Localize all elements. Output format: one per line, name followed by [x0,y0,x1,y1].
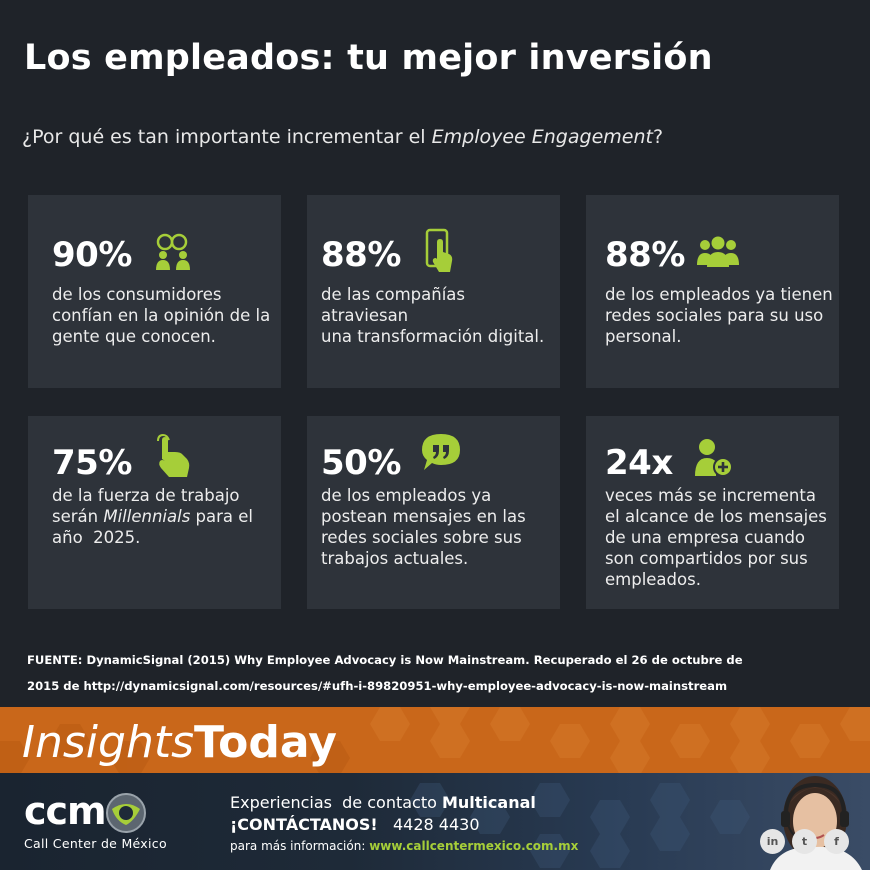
desc-text: serán [52,507,104,526]
ccm-subtitle: Call Center de México [24,836,167,851]
desc-emphasis: Millennials [103,507,191,526]
stat-value: 75% [52,443,132,483]
desc-line: el alcance de los mensajes [605,507,827,526]
twitter-icon[interactable]: t [792,829,817,854]
globe-icon [104,791,148,839]
footer-contact: ¡CONTÁCTANOS! 4428 4430 [230,815,480,834]
stat-card-employees-post: 50% de los empleados ya postean mensajes… [307,416,560,609]
desc-line: año 2025. [52,528,141,547]
website-link[interactable]: www.callcentermexico.com.mx [369,839,579,853]
desc-line: postean mensajes en las [321,507,526,526]
phone-number: 4428 4430 [392,815,480,834]
desc-line: de la fuerza de trabajo [52,486,240,505]
subtitle-text: ¿Por qué es tan importante incrementar e… [22,126,432,148]
desc-line: de los empleados ya [321,486,492,505]
speech-bubble-quote-icon [420,432,462,476]
desc-line: de los empleados ya tienen [605,285,833,304]
tagline-text: Experiencias de contacto [230,793,442,812]
stat-value: 88% [321,235,401,275]
stat-description: de las compañías atraviesan una transfor… [321,284,557,347]
facebook-icon[interactable]: f [824,829,849,854]
footer-info: para más información: www.callcentermexi… [230,839,578,853]
desc-line: de una empresa cuando [605,528,806,547]
stat-value: 24x [605,443,673,483]
group-icon [696,235,740,273]
subtitle-emphasis: Employee Engagement [431,126,653,148]
insights-today-banner: InsightsToday [0,707,870,773]
stat-card-consumers: 90% de los consumidores confían en la op… [28,195,281,388]
stat-description: veces más se incrementa el alcance de lo… [605,485,837,590]
stat-card-reach: 24x veces más se incrementa el alcance d… [586,416,839,609]
stat-description: de los empleados ya tienen redes sociale… [605,284,837,347]
footer: ccm Call Center de México Experiencias d… [0,773,870,870]
footer-hexagon-pattern [410,783,750,868]
pointing-hand-icon [153,432,193,482]
info-label: para más información: [230,839,370,853]
add-user-icon [693,438,735,482]
contact-label: ¡CONTÁCTANOS! [230,815,378,834]
source-line: 2015 de http://dynamicsignal.com/resourc… [27,679,728,693]
desc-line: empleados. [605,570,701,589]
page-title: Los empleados: tu mejor inversión [24,38,713,78]
brand-italic: Insights [22,717,195,768]
desc-line: son compartidos por sus [605,549,808,568]
desc-line: de las compañías atraviesan [321,285,465,325]
desc-line: confían en la opinión de la [52,306,271,325]
subtitle-end: ? [652,126,664,148]
hexagon-pattern [0,707,870,773]
desc-line: personal. [605,327,682,346]
footer-tagline: Experiencias de contacto Multicanal [230,793,536,812]
desc-line: redes sociales para su uso [605,306,824,325]
desc-line: de los consumidores [52,285,222,304]
stat-card-employees-social: 88% de los empleados ya tienen redes soc… [586,195,839,388]
desc-line: gente que conocen. [52,327,216,346]
ccm-logo: ccm [24,789,107,833]
desc-line: trabajos actuales. [321,549,469,568]
desc-line: serán Millennials para el [52,506,277,527]
stat-value: 50% [321,443,401,483]
source-citation: FUENTE: DynamicSignal (2015) Why Employe… [27,647,847,699]
people-chat-icon [153,233,195,275]
stat-value: 88% [605,235,685,275]
brand-bold: Today [194,717,337,768]
stat-card-millennials: 75% de la fuerza de trabajo serán Millen… [28,416,281,609]
desc-line: veces más se incrementa [605,486,816,505]
desc-text: para el [190,507,254,526]
stat-description: de la fuerza de trabajo serán Millennial… [52,485,277,548]
stat-card-companies: 88% de las compañías atraviesan una tran… [307,195,560,388]
smartphone-touch-icon [425,228,455,280]
desc-line: redes sociales sobre sus [321,528,522,547]
stat-description: de los consumidores confían en la opinió… [52,284,277,347]
linkedin-icon[interactable]: in [760,829,785,854]
brand-logo: InsightsToday [22,717,337,768]
stat-description: de los empleados ya postean mensajes en … [321,485,557,569]
subtitle: ¿Por qué es tan importante incrementar e… [22,126,663,148]
stat-value: 90% [52,235,132,275]
call-center-agent-image [740,773,870,870]
source-line: FUENTE: DynamicSignal (2015) Why Employe… [27,653,743,667]
tagline-bold: Multicanal [441,793,536,812]
desc-line: una transformación digital. [321,327,545,346]
